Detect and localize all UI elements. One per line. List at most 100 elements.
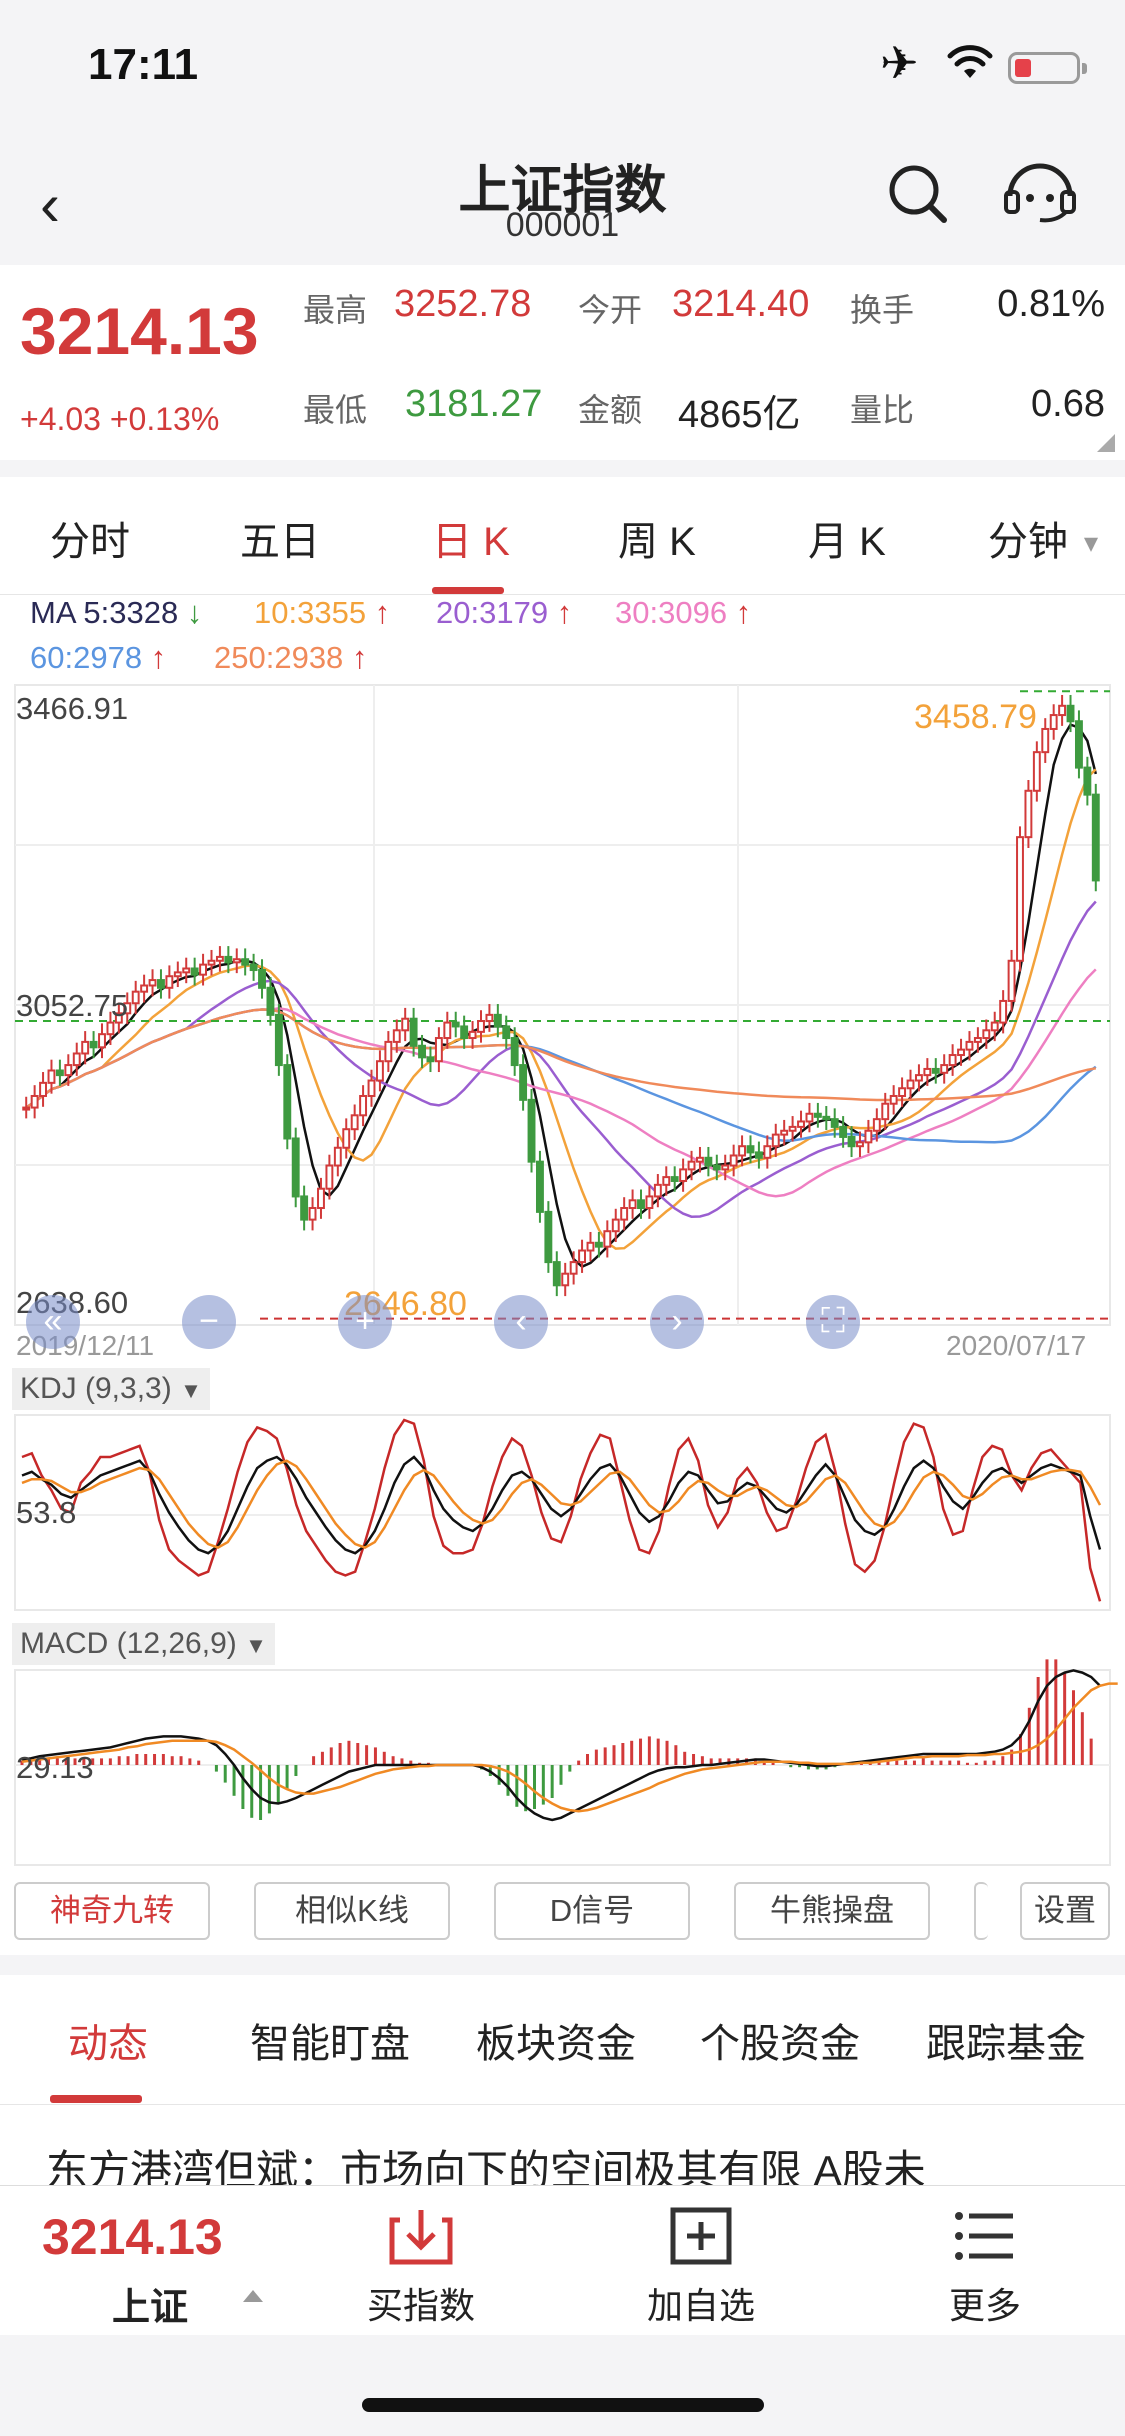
add-watchlist-button[interactable]: 加自选 [626,2206,776,2329]
tab-smart-watch[interactable]: 智能盯盘 [250,2022,410,2066]
ma5-line [25,723,1098,1269]
tab-stock-funds[interactable]: 个股资金 [700,2022,860,2066]
candle-body [628,1199,637,1210]
zoom-in-icon[interactable]: + [338,1295,392,1349]
page-title: 上证指数 [458,162,667,220]
candle-body [603,1230,612,1248]
search-icon[interactable] [886,162,950,226]
y-axis-mid: 3052.75 [16,988,129,1023]
current-price: 3214.13 [20,294,259,368]
candle-body [1083,766,1092,796]
period-tabs: 分时 五日 日 K 周 K 月 K 分钟 ▼ [0,477,1125,595]
ma60-label: 60:2978 ↑ [30,640,167,675]
chevron-down-icon: ▼ [1079,530,1103,558]
candle-body [594,1241,603,1248]
tab-news-dynamic[interactable]: 动态 [68,2022,148,2066]
candle-body [199,963,208,976]
tab-weekly-k[interactable]: 周 K [618,520,696,564]
tab-daily-k[interactable]: 日 K [432,520,510,564]
vol-ratio-value: 0.68 [1031,383,1105,425]
customer-service-icon[interactable] [1000,160,1080,232]
candle-body [392,1029,401,1043]
candle-body [325,1164,334,1190]
candle-body [434,1037,443,1063]
ma250-line [25,1008,1097,1109]
bottom-index-name[interactable]: 上证 [112,2287,189,2329]
kdj-value: 53.8 [16,1495,77,1530]
next-icon[interactable]: › [650,1295,704,1349]
back-icon[interactable]: ‹ [40,171,60,238]
tool-settings[interactable]: 设置 [1020,1882,1110,1940]
ma5-label: MA 5:3328 ↓ [30,595,203,630]
tab-monthly-k[interactable]: 月 K [808,520,886,564]
macd-dif-line [21,1669,1101,1822]
tool-similar-k[interactable]: 相似K线 [254,1882,450,1940]
tool-bull-bear[interactable]: 牛熊操盘 [734,1882,930,1940]
candle-body [519,1064,528,1101]
candle-body [544,1210,553,1264]
candle-body [148,979,157,987]
kdj-j-line [21,1418,1102,1602]
max-price-annotation: 3458.79 [914,698,1037,736]
candle-body [106,1021,115,1036]
nav-bar: ‹ 上证指数 000001 [0,130,1125,265]
tab-minute[interactable]: 分钟 ▼ [988,520,1103,564]
candle-body [1074,720,1083,769]
news-headline[interactable]: 东方港湾但斌：市场向下的空间极其有限 A股未 [46,2147,926,2185]
low-value: 3181.27 [405,383,543,425]
tab-five-day[interactable]: 五日 [240,520,320,564]
tool-d-signal[interactable]: D信号 [494,1882,690,1940]
candle-body [384,1040,393,1063]
tab-sector-funds[interactable]: 板块资金 [476,2022,636,2066]
candle-body [721,1164,730,1171]
candle-body [881,1102,890,1121]
candle-body [182,967,191,974]
kdj-title[interactable]: KDJ (9,3,3) ▼ [12,1368,210,1410]
chart-area[interactable]: MA 5:3328 ↓ 10:3355 ↑ 20:3179 ↑ 30:3096 … [0,595,1125,1955]
battery-icon [1008,52,1087,84]
candle-body [131,990,140,1005]
candle-body [123,1002,132,1015]
prev-icon[interactable]: ‹ [494,1295,548,1349]
candle-body [1032,751,1041,792]
candle-body [98,1033,106,1049]
turnover-label: 换手 [850,292,915,328]
stock-charts[interactable] [0,595,1125,1875]
candle-body [527,1098,536,1163]
candle-body [754,1151,763,1159]
kdj-k-line [21,1455,1102,1555]
more-button[interactable]: 更多 [910,2206,1060,2329]
candle-body [872,1118,881,1132]
tab-tracking-fund[interactable]: 跟踪基金 [926,2022,1086,2066]
expand-corner-icon[interactable] [1097,434,1115,452]
candle-body [990,1021,999,1032]
candle-body [274,1013,283,1067]
candle-body [889,1094,898,1105]
candle-body [931,1067,940,1074]
zoom-out-icon[interactable]: − [182,1295,236,1349]
tool-magic-nine[interactable]: 神奇九转 [14,1882,210,1940]
switch-up-icon[interactable] [243,2290,263,2302]
candle-body [611,1218,620,1233]
news-list: 东方港湾但斌：市场向下的空间极其有限 A股未 [0,2105,1125,2185]
candle-body [1024,789,1033,839]
buy-index-button[interactable]: 买指数 [346,2206,496,2329]
candle-body [232,958,241,964]
macd-title[interactable]: MACD (12,26,9) ▼ [12,1623,275,1665]
candle-body [906,1079,915,1090]
candle-body [350,1114,359,1131]
candle-body [696,1156,704,1163]
news-tabs: 动态 智能盯盘 板块资金 个股资金 跟踪基金 [0,1975,1125,2105]
candle-body [982,1029,991,1040]
tab-intraday[interactable]: 分时 [50,520,130,564]
fullscreen-icon[interactable]: ⛶ [806,1295,860,1349]
high-label: 最高 [303,292,368,328]
candle-body [1091,793,1100,882]
candle-body [771,1133,780,1148]
ma20-label: 20:3179 ↑ [436,595,573,630]
candle-body [359,1094,368,1117]
candle-body [30,1094,39,1109]
candle-body [653,1183,662,1198]
scroll-left-icon[interactable]: « [26,1295,80,1349]
candle-body [401,1017,410,1032]
